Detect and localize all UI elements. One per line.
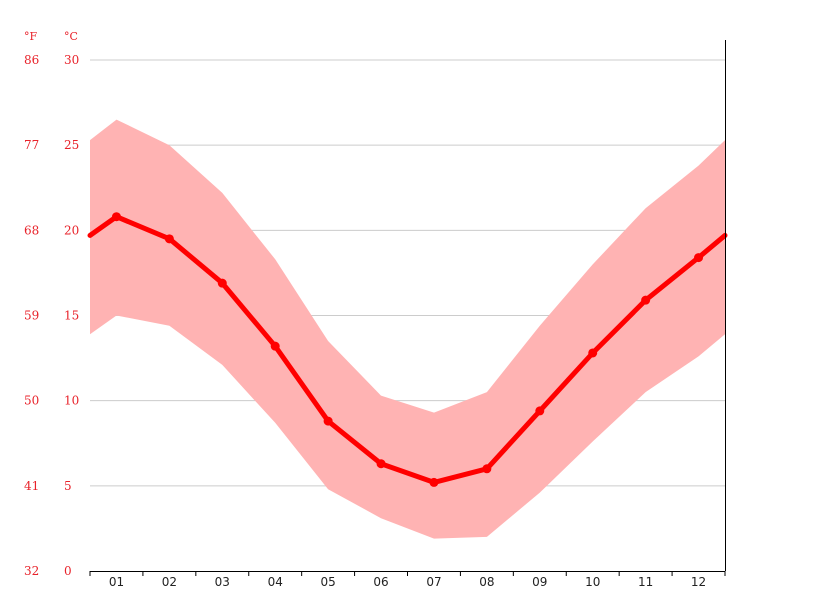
y-tick-celsius: 0 xyxy=(64,564,72,578)
y-tick-fahrenheit: 77 xyxy=(24,138,39,152)
mean-point-05 xyxy=(323,416,333,426)
x-tick-label: 08 xyxy=(479,575,494,589)
mean-points xyxy=(111,212,704,487)
mean-point-08 xyxy=(482,464,492,474)
x-axis-labels: 01 02 03 04 05 06 07 08 09 10 11 12 xyxy=(109,575,706,589)
mean-point-02 xyxy=(164,234,174,244)
mean-point-11 xyxy=(641,295,651,305)
x-tick-label: 10 xyxy=(585,575,600,589)
y-tick-celsius: 10 xyxy=(64,394,79,408)
mean-point-03 xyxy=(217,278,227,288)
fahrenheit-unit-label: °F xyxy=(24,30,38,43)
x-tick-label: 09 xyxy=(532,575,547,589)
mean-temperature-line xyxy=(87,214,728,485)
mean-point-06 xyxy=(376,459,386,469)
x-tick-label: 04 xyxy=(268,575,283,589)
mean-point-12 xyxy=(694,253,704,263)
x-tick-label: 12 xyxy=(691,575,706,589)
y-axis-labels: °F °C 32 0 41 5 50 10 59 15 68 20 77 25 86 30 xyxy=(24,30,79,578)
celsius-unit-label: °C xyxy=(64,30,78,43)
y-tick-fahrenheit: 41 xyxy=(24,479,39,493)
mean-line xyxy=(87,214,728,485)
x-tick-label: 11 xyxy=(638,575,653,589)
x-tick-label: 01 xyxy=(109,575,124,589)
y-tick-celsius: 20 xyxy=(64,223,79,237)
min-max-band xyxy=(90,119,725,539)
x-tick-label: 07 xyxy=(426,575,441,589)
mean-point-09 xyxy=(535,406,545,416)
y-tick-celsius: 30 xyxy=(64,53,79,67)
y-tick-fahrenheit: 32 xyxy=(24,564,39,578)
x-tick-label: 02 xyxy=(162,575,177,589)
x-tick-label: 05 xyxy=(320,575,335,589)
y-tick-celsius: 15 xyxy=(64,309,79,323)
x-tick-label: 03 xyxy=(215,575,230,589)
y-tick-celsius: 5 xyxy=(64,479,72,493)
range-area xyxy=(90,119,725,539)
x-tick-label: 06 xyxy=(373,575,388,589)
y-tick-fahrenheit: 86 xyxy=(24,53,39,67)
y-tick-fahrenheit: 68 xyxy=(24,223,39,237)
mean-point-04 xyxy=(270,341,280,351)
y-tick-fahrenheit: 50 xyxy=(24,394,39,408)
axes xyxy=(89,40,726,576)
y-tick-celsius: 25 xyxy=(64,138,79,152)
mean-point-01 xyxy=(111,212,121,222)
mean-point-10 xyxy=(588,348,598,358)
y-tick-fahrenheit: 59 xyxy=(24,309,39,323)
mean-point-07 xyxy=(429,477,439,487)
